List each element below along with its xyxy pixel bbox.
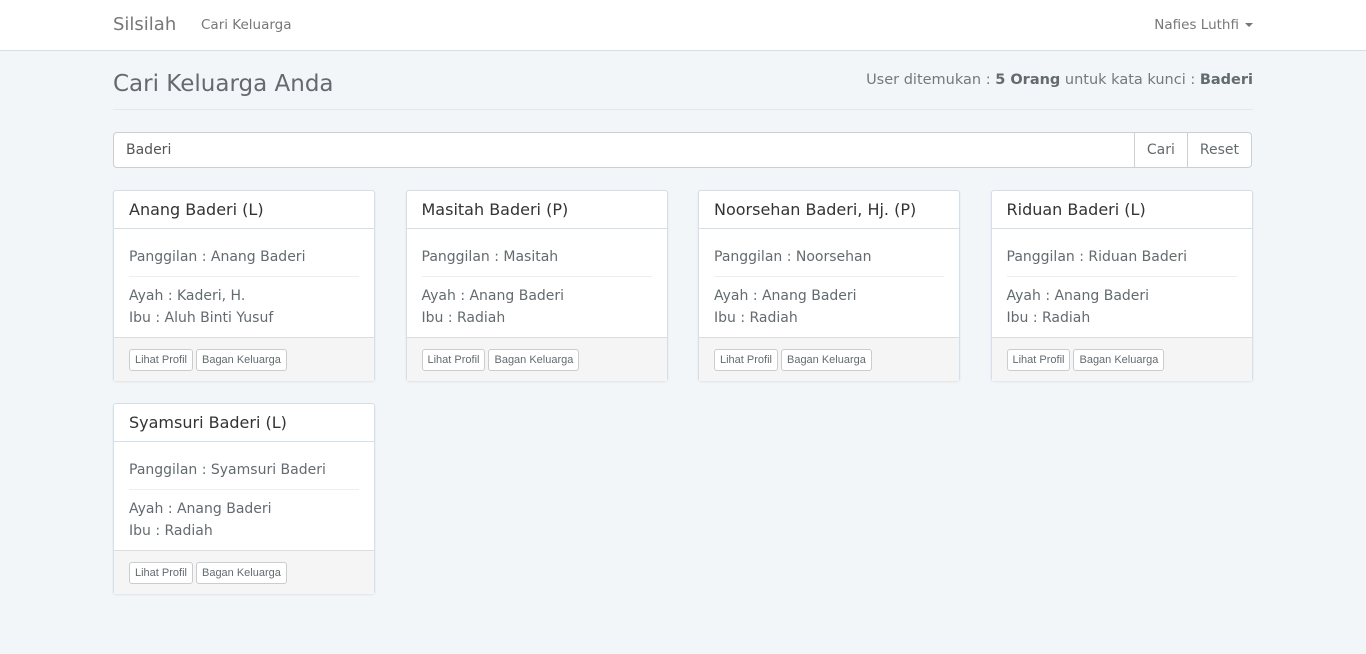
card-footer: Lihat Profil Bagan Keluarga bbox=[114, 337, 374, 381]
family-tree-button[interactable]: Bagan Keluarga bbox=[195, 562, 287, 584]
person-details: Panggilan : Syamsuri Baderi Ayah : Anang… bbox=[114, 442, 374, 550]
view-profile-button[interactable]: Lihat Profil bbox=[714, 349, 778, 371]
view-profile-button[interactable]: Lihat Profil bbox=[129, 562, 193, 584]
view-profile-button[interactable]: Lihat Profil bbox=[129, 349, 193, 371]
person-nickname: Panggilan : Anang Baderi bbox=[129, 246, 359, 277]
page-header: Cari Keluarga Anda User ditemukan : 5 Or… bbox=[113, 51, 1253, 110]
person-card: Masitah Baderi (P) Panggilan : Masitah A… bbox=[405, 190, 668, 381]
family-tree-button[interactable]: Bagan Keluarga bbox=[1073, 349, 1165, 371]
person-name: Riduan Baderi (L) bbox=[991, 191, 1252, 229]
reset-button[interactable]: Reset bbox=[1187, 132, 1252, 168]
search-form: Cari Reset bbox=[113, 132, 1252, 168]
card-footer: Lihat Profil Bagan Keluarga bbox=[991, 337, 1252, 381]
person-nickname: Panggilan : Masitah bbox=[421, 246, 652, 277]
brand-link[interactable]: Silsilah bbox=[113, 14, 177, 35]
card-footer: Lihat Profil Bagan Keluarga bbox=[114, 550, 374, 594]
navbar: Silsilah Cari Keluarga Nafies Luthfi bbox=[0, 0, 1366, 51]
family-tree-button[interactable]: Bagan Keluarga bbox=[195, 349, 287, 371]
person-father: Ayah : Anang Baderi bbox=[714, 288, 857, 304]
person-name: Masitah Baderi (P) bbox=[406, 191, 667, 229]
person-card: Noorsehan Baderi, Hj. (P) Panggilan : No… bbox=[698, 190, 960, 381]
result-mid: untuk kata kunci : bbox=[1060, 72, 1200, 88]
search-button[interactable]: Cari bbox=[1134, 132, 1188, 168]
result-keyword: Baderi bbox=[1199, 72, 1253, 88]
view-profile-button[interactable]: Lihat Profil bbox=[421, 349, 486, 371]
family-tree-button[interactable]: Bagan Keluarga bbox=[780, 349, 872, 371]
person-nickname: Panggilan : Syamsuri Baderi bbox=[129, 459, 359, 490]
caret-down-icon bbox=[1245, 23, 1253, 27]
nav-cari-keluarga[interactable]: Cari Keluarga bbox=[201, 17, 292, 33]
person-nickname: Panggilan : Riduan Baderi bbox=[1006, 246, 1237, 277]
person-father: Ayah : Anang Baderi bbox=[421, 288, 565, 304]
person-card: Anang Baderi (L) Panggilan : Anang Bader… bbox=[113, 190, 375, 381]
person-details: Panggilan : Noorsehan Ayah : Anang Bader… bbox=[699, 229, 959, 337]
person-mother: Ibu : Radiah bbox=[129, 523, 213, 539]
person-name: Anang Baderi (L) bbox=[114, 191, 374, 229]
result-count: 5 Orang bbox=[995, 72, 1061, 88]
user-name: Nafies Luthfi bbox=[1154, 17, 1239, 33]
family-tree-button[interactable]: Bagan Keluarga bbox=[488, 349, 580, 371]
person-card: Syamsuri Baderi (L) Panggilan : Syamsuri… bbox=[113, 403, 375, 594]
person-card: Riduan Baderi (L) Panggilan : Riduan Bad… bbox=[990, 190, 1253, 381]
user-menu[interactable]: Nafies Luthfi bbox=[1154, 17, 1253, 33]
card-footer: Lihat Profil Bagan Keluarga bbox=[699, 337, 959, 381]
person-nickname: Panggilan : Noorsehan bbox=[714, 246, 944, 277]
card-footer: Lihat Profil Bagan Keluarga bbox=[406, 337, 667, 381]
person-details: Panggilan : Riduan Baderi Ayah : Anang B… bbox=[992, 229, 1252, 337]
person-mother: Ibu : Radiah bbox=[1006, 310, 1091, 326]
person-details: Panggilan : Anang Baderi Ayah : Kaderi, … bbox=[114, 229, 374, 337]
person-mother: Ibu : Aluh Binti Yusuf bbox=[129, 310, 274, 326]
person-name: Noorsehan Baderi, Hj. (P) bbox=[699, 191, 959, 229]
view-profile-button[interactable]: Lihat Profil bbox=[1006, 349, 1071, 371]
person-father: Ayah : Kaderi, H. bbox=[129, 288, 246, 304]
person-mother: Ibu : Radiah bbox=[714, 310, 798, 326]
result-prefix: User ditemukan : bbox=[866, 72, 996, 88]
page-title: Cari Keluarga Anda bbox=[113, 71, 334, 97]
person-name: Syamsuri Baderi (L) bbox=[114, 404, 374, 442]
person-details: Panggilan : Masitah Ayah : Anang Baderi … bbox=[407, 229, 667, 337]
person-mother: Ibu : Radiah bbox=[421, 310, 506, 326]
main-container: Cari Keluarga Anda User ditemukan : 5 Or… bbox=[113, 51, 1253, 594]
search-result-summary: User ditemukan : 5 Orang untuk kata kunc… bbox=[866, 72, 1253, 88]
person-father: Ayah : Anang Baderi bbox=[1006, 288, 1150, 304]
person-father: Ayah : Anang Baderi bbox=[129, 501, 272, 517]
search-input[interactable] bbox=[113, 132, 1135, 168]
